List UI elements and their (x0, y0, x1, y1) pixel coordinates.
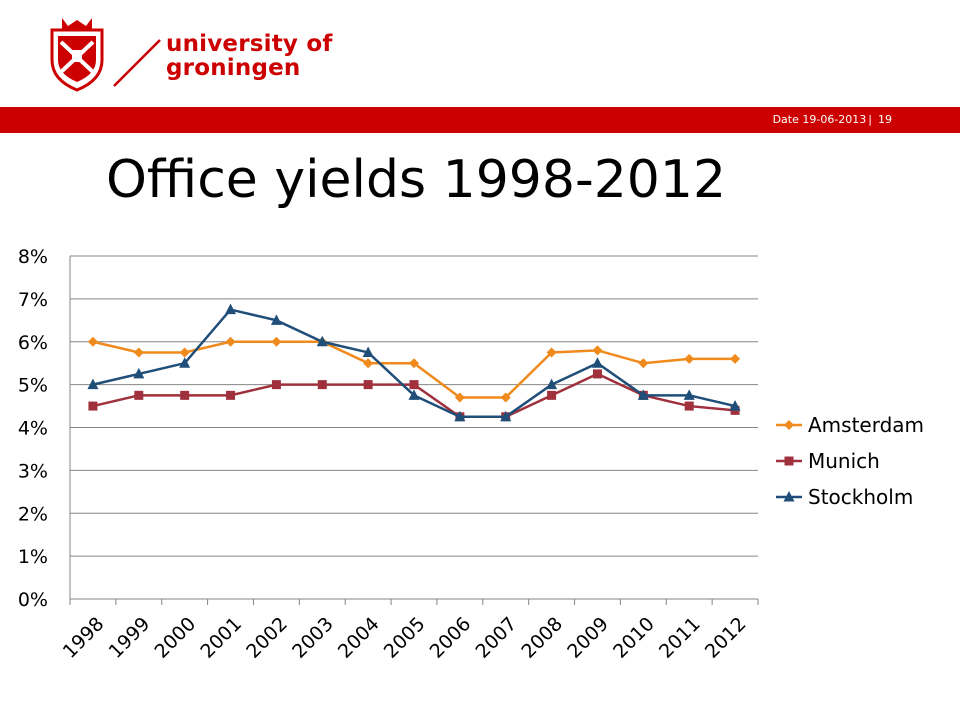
y-tick-label: 1% (18, 546, 48, 568)
data-point-munich (271, 380, 281, 390)
office-yields-chart: 0%1%2%3%4%5%6%7%8%1998199920002001200220… (18, 246, 924, 663)
data-point-amsterdam (409, 358, 419, 369)
x-tick-label: 2012 (701, 613, 751, 663)
data-point-munich (88, 401, 98, 411)
data-point-stockholm (637, 389, 649, 400)
data-point-stockholm (683, 389, 695, 400)
x-tick-label: 1999 (105, 613, 155, 663)
slide-meta: Date 19-06-2013 | 19 (773, 113, 892, 126)
data-point-munich (363, 380, 373, 390)
x-tick-label: 2006 (426, 613, 476, 663)
x-tick-label: 2001 (196, 613, 246, 663)
legend-label-munich: Munich (808, 449, 880, 473)
date-label: Date 19-06-2013 (772, 113, 867, 126)
y-tick-label: 7% (18, 289, 48, 311)
y-tick-label: 4% (18, 418, 48, 440)
x-tick-label: 1998 (59, 613, 109, 663)
data-point-stockholm (500, 410, 512, 422)
legend-label-stockholm: Stockholm (808, 485, 913, 509)
data-point-amsterdam (638, 358, 649, 369)
data-point-amsterdam (684, 353, 695, 364)
legend-label-amsterdam: Amsterdam (808, 413, 924, 437)
slide-title: Office yields 1998-2012 (106, 150, 727, 210)
y-tick-label: 8% (18, 246, 48, 268)
x-tick-label: 2002 (242, 613, 292, 663)
data-point-stockholm (316, 335, 328, 347)
data-point-stockholm (408, 389, 420, 400)
data-point-stockholm (729, 400, 741, 411)
university-name-line1: university of (166, 31, 333, 57)
data-point-amsterdam (87, 336, 98, 347)
x-tick-label: 2011 (655, 613, 705, 663)
y-tick-label: 5% (18, 375, 48, 397)
x-tick-label: 2005 (380, 613, 430, 663)
data-point-stockholm (225, 303, 237, 315)
university-name-line2: groningen (166, 55, 301, 81)
x-tick-label: 2010 (609, 613, 659, 663)
legend-marker-stockholm (783, 491, 795, 502)
data-point-stockholm (591, 357, 603, 368)
x-tick-label: 2003 (288, 613, 338, 663)
data-point-stockholm (270, 314, 282, 325)
data-point-amsterdam (179, 347, 190, 358)
x-tick-label: 2008 (517, 613, 567, 663)
data-point-stockholm (454, 410, 466, 422)
data-point-munich (409, 380, 419, 390)
university-crest-logo[interactable] (48, 16, 106, 92)
data-point-amsterdam (500, 392, 511, 403)
slash-divider (113, 39, 161, 87)
data-point-stockholm (179, 357, 191, 368)
x-tick-label: 2009 (563, 613, 613, 663)
data-point-munich (684, 401, 694, 411)
data-point-stockholm (362, 346, 374, 357)
data-point-munich (180, 390, 190, 400)
data-point-munich (547, 390, 557, 400)
x-tick-label: 2004 (334, 613, 384, 663)
data-point-amsterdam (592, 345, 603, 356)
data-point-amsterdam (730, 353, 741, 364)
data-point-stockholm (546, 378, 558, 390)
y-tick-label: 6% (18, 332, 48, 354)
legend-marker-munich (784, 456, 794, 466)
data-point-amsterdam (271, 336, 282, 347)
data-point-amsterdam (225, 336, 236, 347)
header: university of groningen (0, 0, 960, 107)
page-number: 19 (878, 113, 892, 126)
data-point-munich (317, 380, 327, 390)
data-point-amsterdam (133, 347, 144, 358)
data-point-amsterdam (454, 392, 465, 403)
y-tick-label: 0% (18, 589, 48, 611)
y-tick-label: 2% (18, 503, 48, 525)
data-point-munich (226, 390, 236, 400)
x-tick-label: 2007 (472, 613, 522, 663)
header-red-bar (0, 107, 960, 133)
data-point-amsterdam (363, 358, 374, 369)
data-point-stockholm (87, 378, 99, 390)
x-tick-label: 2000 (150, 613, 200, 663)
y-tick-label: 3% (18, 460, 48, 482)
data-point-amsterdam (546, 347, 557, 358)
data-point-munich (134, 390, 144, 400)
legend-marker-amsterdam (784, 420, 794, 430)
separator: | (868, 113, 872, 126)
data-point-stockholm (133, 367, 145, 379)
data-point-munich (592, 369, 602, 379)
series-line-amsterdam (92, 340, 736, 399)
